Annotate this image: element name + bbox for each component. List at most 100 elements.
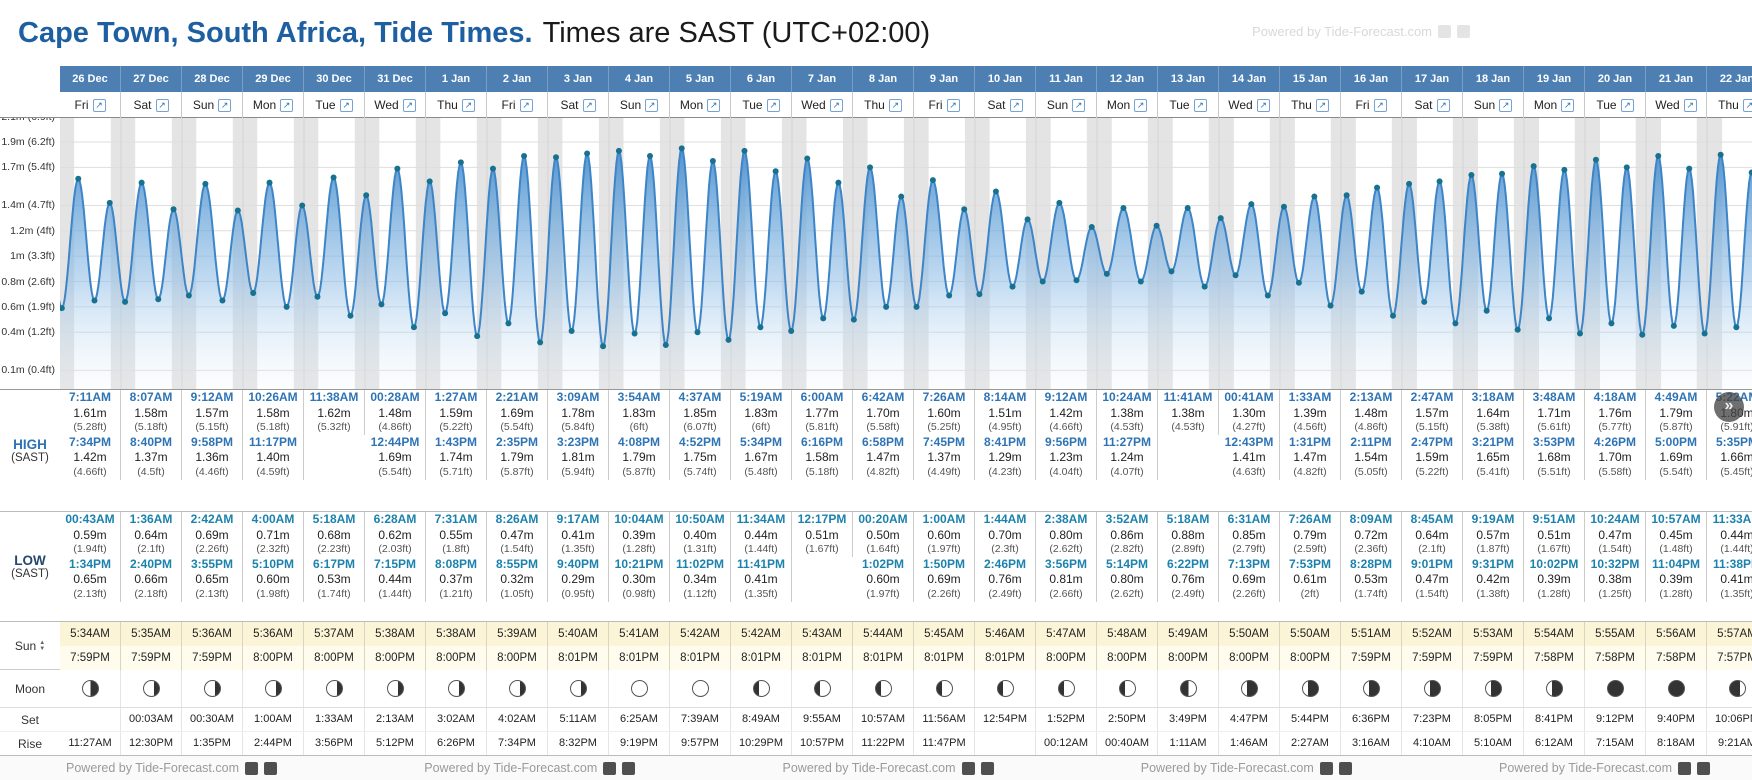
expand-day-icon[interactable]: ↗: [1315, 98, 1329, 112]
watermark-badge-icon[interactable]: [1438, 25, 1451, 38]
tide-extreme-point: [1406, 180, 1413, 187]
tide-extreme-point: [537, 339, 544, 346]
footer-watermark-text[interactable]: Powered by Tide-Forecast.com: [782, 761, 956, 775]
low-tide-height-m: 0.60m: [866, 572, 900, 587]
expand-day-icon[interactable]: ↗: [645, 98, 659, 112]
expand-day-icon[interactable]: ↗: [1193, 98, 1207, 112]
low-tide-time: 11:04PM: [1651, 556, 1701, 571]
watermark-badge-icon[interactable]: [603, 761, 617, 775]
sun-times-cell: 5:49AM 8:00PM: [1158, 622, 1219, 670]
tide-extreme-point: [1039, 278, 1046, 285]
footer-watermark[interactable]: Powered by Tide-Forecast.com: [66, 761, 277, 775]
expand-day-icon[interactable]: ↗: [155, 98, 169, 112]
high-tide-height-m: 1.41m: [1232, 450, 1266, 465]
watermark-badge-icon[interactable]: [1338, 761, 1352, 775]
tide-extreme-point: [1733, 324, 1740, 331]
tide-extreme-point: [75, 175, 82, 182]
expand-day-icon[interactable]: ↗: [1561, 98, 1575, 112]
expand-day-icon[interactable]: ↗: [582, 98, 596, 112]
low-tide-height-m: 0.62m: [378, 527, 412, 542]
expand-day-icon[interactable]: ↗: [1436, 98, 1450, 112]
watermark-badge-icon[interactable]: [961, 761, 975, 775]
sunrise-time: 5:38AM: [365, 622, 425, 646]
expand-day-icon[interactable]: ↗: [1256, 98, 1270, 112]
watermark-badge-icon[interactable]: [1697, 761, 1710, 775]
low-tide-cell: 7:26AM 0.79m (2.59ft) 7:53PM 0.61m (2ft): [1280, 512, 1341, 602]
footer-watermark[interactable]: Powered by Tide-Forecast.com: [783, 761, 994, 775]
expand-day-icon[interactable]: ↗: [766, 98, 780, 112]
watermark-badge-icon[interactable]: [1457, 25, 1470, 38]
footer-watermark-text[interactable]: Powered by Tide-Forecast.com: [1140, 761, 1314, 775]
high-tide-time: 5:00PM: [1654, 434, 1698, 449]
location-title: Cape Town, South Africa, Tide Times.: [18, 16, 533, 49]
low-tide-time: 00:20AM: [858, 512, 908, 526]
scroll-next-button[interactable]: »: [1714, 392, 1744, 422]
low-tide-time: 2:40PM: [129, 556, 173, 571]
expand-day-icon[interactable]: ↗: [1373, 98, 1387, 112]
low-tide-height-m: 0.32m: [500, 572, 534, 587]
moonrise-time: 00:40AM: [1097, 732, 1158, 755]
expand-day-icon[interactable]: ↗: [339, 98, 353, 112]
expand-day-icon[interactable]: ↗: [280, 98, 294, 112]
expand-day-icon[interactable]: ↗: [946, 98, 960, 112]
expand-day-icon[interactable]: ↗: [1683, 98, 1697, 112]
day-of-week-cell: Sun ↗: [1463, 92, 1524, 118]
high-section-label: HIGH (SAST): [0, 390, 60, 511]
expand-day-icon[interactable]: ↗: [1134, 98, 1148, 112]
footer-watermark-text[interactable]: Powered by Tide-Forecast.com: [1499, 761, 1672, 775]
high-tide-time: 2:47PM: [1410, 434, 1454, 449]
moon-cell: [487, 670, 548, 707]
expand-day-icon[interactable]: ↗: [707, 98, 721, 112]
footer-watermark-text[interactable]: Powered by Tide-Forecast.com: [66, 761, 239, 775]
sun-times-cell: 5:53AM 7:59PM: [1463, 622, 1524, 670]
tide-extreme-point: [850, 316, 857, 323]
footer-watermark[interactable]: Powered by Tide-Forecast.com: [1141, 761, 1352, 775]
low-tide-height-ft: (1.35ft): [561, 543, 595, 556]
high-tide-cell: 6:00AM 1.77m (5.81ft) 6:16PM 1.58m (5.18ft): [792, 390, 853, 480]
sun-times-cell: 5:41AM 8:01PM: [609, 622, 670, 670]
watermark-badge-icon[interactable]: [622, 761, 636, 775]
expand-day-icon[interactable]: ↗: [92, 98, 106, 112]
tide-extreme-point: [631, 330, 638, 337]
tide-extreme-point: [820, 315, 827, 322]
date-header: 11 Jan: [1036, 66, 1097, 92]
watermark-badge-icon[interactable]: [1678, 761, 1691, 775]
header-watermark-text[interactable]: Powered by Tide-Forecast.com: [1252, 24, 1432, 39]
expand-day-icon[interactable]: ↗: [829, 98, 843, 112]
high-tide-time: 11:17PM: [248, 434, 298, 449]
header-watermark[interactable]: Powered by Tide-Forecast.com: [1252, 24, 1470, 39]
expand-day-icon[interactable]: ↗: [402, 98, 416, 112]
expand-day-icon[interactable]: ↗: [1742, 98, 1752, 112]
footer-watermark[interactable]: Powered by Tide-Forecast.com: [424, 761, 636, 775]
high-tide-entry: 4:18AM 1.76m (5.77ft): [1594, 390, 1637, 435]
expand-day-icon[interactable]: ↗: [519, 98, 533, 112]
expand-day-icon[interactable]: ↗: [1499, 98, 1513, 112]
high-tide-time: 3:53PM: [1532, 434, 1576, 449]
low-tide-entry: 11:41PM 0.41m (1.35ft): [737, 557, 785, 602]
expand-day-icon[interactable]: ↗: [1009, 98, 1023, 112]
high-tide-height-m: 1.57m: [1415, 405, 1449, 420]
footer-watermark[interactable]: Powered by Tide-Forecast.com: [1499, 761, 1710, 775]
expand-day-icon[interactable]: ↗: [888, 98, 902, 112]
expand-day-icon[interactable]: ↗: [1620, 98, 1634, 112]
expand-day-icon[interactable]: ↗: [1072, 98, 1086, 112]
tide-extreme-point: [584, 150, 591, 157]
expand-day-icon[interactable]: ↗: [218, 98, 232, 112]
day-of-week-label: Sun: [192, 98, 215, 112]
tide-extreme-point: [1608, 320, 1615, 327]
expand-day-icon[interactable]: ↗: [461, 98, 475, 112]
watermark-badge-icon[interactable]: [264, 761, 277, 775]
footer-watermark-text[interactable]: Powered by Tide-Forecast.com: [424, 761, 598, 775]
watermark-badge-icon[interactable]: [980, 761, 994, 775]
high-tide-height-m: 1.59m: [439, 405, 473, 420]
low-tide-cell: 1:36AM 0.64m (2.1ft) 2:40PM 0.66m (2.18ft): [121, 512, 182, 602]
high-tide-cell: 3:54AM 1.83m (6ft) 4:08PM 1.79m (5.87ft): [609, 390, 670, 480]
high-tide-time: 1:43PM: [434, 434, 478, 449]
tide-extreme-point: [442, 310, 449, 317]
sunrise-time: 5:48AM: [1097, 622, 1157, 646]
watermark-badge-icon[interactable]: [245, 761, 258, 775]
moon-phase-icon: [691, 680, 709, 697]
tide-extreme-point: [1184, 204, 1191, 211]
date-header: 8 Jan: [853, 66, 914, 92]
watermark-badge-icon[interactable]: [1319, 761, 1333, 775]
